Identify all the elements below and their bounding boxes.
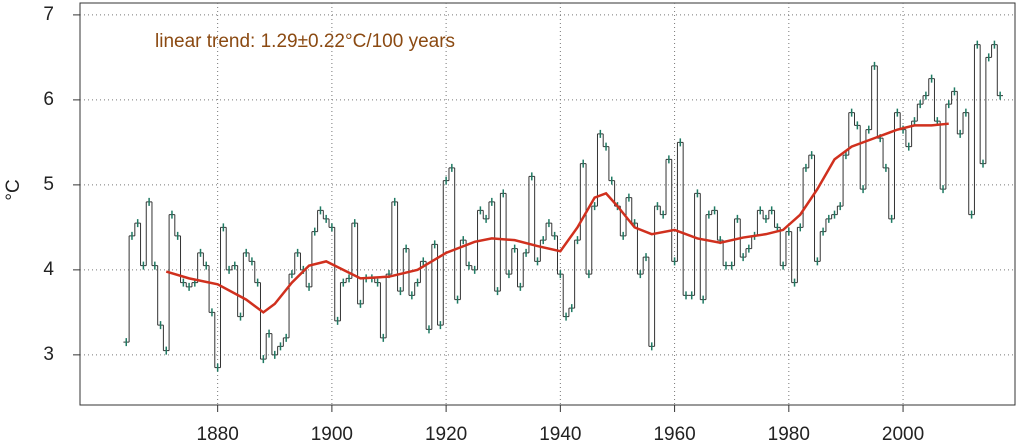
x-tick-label: 1880	[197, 424, 239, 445]
y-tick-label: 3	[43, 344, 54, 365]
x-tick-label: 1940	[539, 424, 581, 445]
annotation: linear trend: 1.29±0.22°C/100 years	[155, 31, 455, 52]
x-tick-label: 1980	[768, 424, 810, 445]
y-tick-label: 7	[43, 4, 54, 25]
plot-frame	[79, 2, 1016, 406]
x-tick-label: 1900	[311, 424, 353, 445]
smooth-line	[165, 122, 949, 314]
y-tick-label: 6	[43, 89, 54, 110]
y-axis-label: °C	[3, 179, 24, 200]
x-tick-label: 1920	[425, 424, 467, 445]
y-tick-label: 5	[43, 174, 54, 195]
x-tick-label: 1960	[653, 424, 695, 445]
y-tick-label: 4	[43, 259, 54, 280]
step-connector	[128, 44, 998, 368]
x-tick-label: 2000	[882, 424, 924, 445]
